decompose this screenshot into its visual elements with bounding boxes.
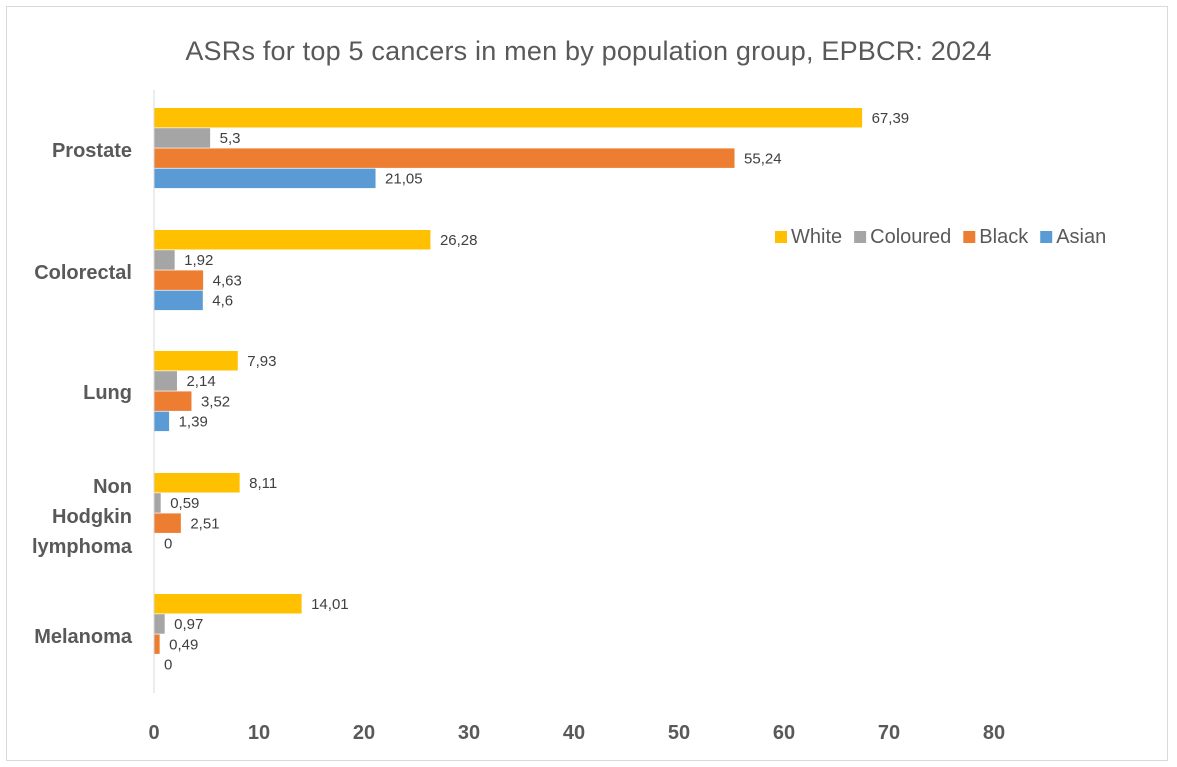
data-label-coloured-0: 5,3 xyxy=(220,130,241,147)
bar-coloured-1 xyxy=(154,250,175,270)
x-tick-label: 10 xyxy=(248,722,270,744)
bar-white-2 xyxy=(154,351,238,371)
x-tick-label: 0 xyxy=(148,722,159,744)
legend-label-black: Black xyxy=(979,226,1029,248)
category-label-0: Prostate xyxy=(52,140,132,162)
chart-title: ASRs for top 5 cancers in men by populat… xyxy=(185,36,992,66)
x-tick-label: 60 xyxy=(773,722,795,744)
category-label-4: Melanoma xyxy=(34,626,133,648)
x-tick-label: 20 xyxy=(353,722,375,744)
data-label-black-1: 4,63 xyxy=(213,272,242,289)
data-label-black-2: 3,52 xyxy=(201,393,230,410)
bar-coloured-3 xyxy=(154,493,161,513)
legend-swatch-white xyxy=(775,231,787,243)
bar-black-2 xyxy=(154,391,192,411)
legend-label-asian: Asian xyxy=(1056,226,1106,248)
data-label-asian-3: 0 xyxy=(164,536,172,553)
bar-coloured-2 xyxy=(154,371,177,391)
data-label-coloured-1: 1,92 xyxy=(184,252,213,269)
data-label-asian-0: 21,05 xyxy=(385,171,423,188)
category-label-3: Hodgkin xyxy=(52,506,132,528)
bar-coloured-0 xyxy=(154,128,211,148)
bar-black-3 xyxy=(154,513,181,533)
bar-asian-1 xyxy=(154,290,203,311)
legend-swatch-black xyxy=(963,231,976,243)
data-label-white-0: 67,39 xyxy=(872,110,910,127)
legend-swatch-asian xyxy=(1040,231,1053,243)
category-label-3: Non xyxy=(93,476,132,498)
bar-black-1 xyxy=(154,270,204,290)
x-tick-label: 50 xyxy=(668,722,690,744)
legend-label-white: White xyxy=(791,226,842,248)
bar-coloured-4 xyxy=(154,614,165,634)
data-label-black-0: 55,24 xyxy=(744,150,782,167)
data-label-white-4: 14,01 xyxy=(311,596,349,613)
data-label-coloured-3: 0,59 xyxy=(170,495,199,512)
data-label-white-1: 26,28 xyxy=(440,232,478,249)
x-tick-label: 30 xyxy=(458,722,480,744)
category-label-3: lymphoma xyxy=(32,536,133,558)
bar-asian-2 xyxy=(154,411,170,432)
data-label-coloured-2: 2,14 xyxy=(186,373,215,390)
data-label-coloured-4: 0,97 xyxy=(174,616,203,633)
legend-label-coloured: Coloured xyxy=(870,226,951,248)
category-label-2: Lung xyxy=(83,382,132,404)
x-tick-label: 80 xyxy=(983,722,1005,744)
bar-white-0 xyxy=(154,108,863,128)
data-label-black-4: 0,49 xyxy=(169,636,198,653)
bar-white-3 xyxy=(154,473,240,493)
x-tick-label: 40 xyxy=(563,722,585,744)
data-label-asian-2: 1,39 xyxy=(179,414,208,431)
bar-black-4 xyxy=(154,634,160,654)
data-label-white-2: 7,93 xyxy=(247,353,276,370)
bar-white-4 xyxy=(154,594,302,614)
bar-asian-0 xyxy=(154,168,376,189)
bar-white-1 xyxy=(154,230,431,250)
data-label-asian-4: 0 xyxy=(164,657,172,674)
category-label-1: Colorectal xyxy=(34,262,132,284)
data-label-white-3: 8,11 xyxy=(249,475,277,492)
bar-black-0 xyxy=(154,148,735,168)
data-label-asian-1: 4,6 xyxy=(212,293,233,310)
x-tick-label: 70 xyxy=(878,722,900,744)
data-label-black-3: 2,51 xyxy=(190,515,219,532)
legend-swatch-coloured xyxy=(854,231,867,243)
